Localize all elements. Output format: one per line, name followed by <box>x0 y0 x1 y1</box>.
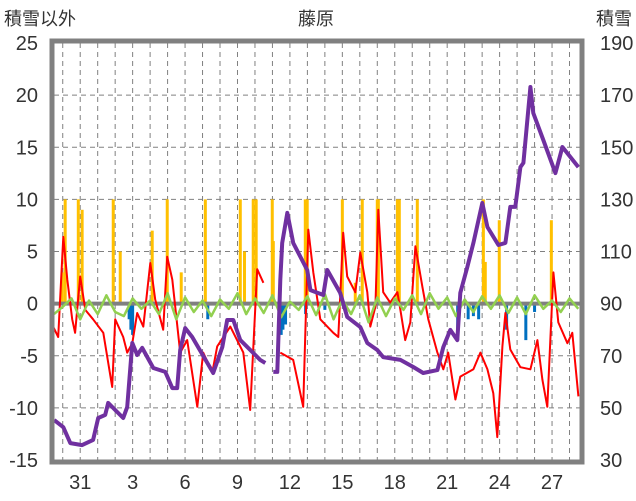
left-tick-label: -10 <box>9 398 38 420</box>
precip-bar <box>251 199 255 304</box>
precip-bar <box>271 241 275 304</box>
gridlines <box>54 43 580 460</box>
right-tick-label: 170 <box>600 85 633 107</box>
precip-bar <box>111 199 115 304</box>
left-tick-label: 20 <box>16 85 38 107</box>
right-tick-label: 190 <box>600 33 633 55</box>
precip-bar <box>203 199 207 304</box>
snow_decrease-bar <box>129 303 133 330</box>
right-tick-label: 130 <box>600 189 633 211</box>
precip-bar <box>242 251 246 304</box>
precip-bar <box>376 199 380 304</box>
right-tick-label: 110 <box>600 242 632 264</box>
snow_decrease-bar <box>131 303 135 335</box>
precip-bar <box>303 199 307 304</box>
precip-bar <box>165 199 169 304</box>
snow_decrease-bar <box>533 303 537 312</box>
right-tick-label: 50 <box>600 398 622 420</box>
temperature-line <box>52 235 265 411</box>
precip-bar <box>76 199 80 304</box>
left-tick-label: -5 <box>20 346 38 368</box>
right-axis-title: 積雪 <box>596 9 632 30</box>
snow_decrease-bar <box>284 303 288 325</box>
left-tick-label: 10 <box>16 189 38 211</box>
snow_decrease-bar <box>323 303 327 310</box>
lines <box>52 208 580 439</box>
x-tick-label: 18 <box>384 472 406 494</box>
precip-bar <box>238 199 242 304</box>
left-tick-label: 5 <box>27 242 38 264</box>
snow_decrease-bar <box>466 303 470 320</box>
precip-bar <box>150 230 154 304</box>
left-tick-label: -15 <box>9 450 38 472</box>
precip-bar <box>118 251 122 304</box>
precip-bar <box>360 199 364 304</box>
right-tick-label: 90 <box>600 294 622 316</box>
snow_decrease-bar <box>127 303 131 320</box>
precip-bar <box>395 199 399 304</box>
snow_decrease-bar <box>279 303 283 335</box>
x-tick-label: 9 <box>232 472 243 494</box>
snow_decrease-bar <box>524 303 528 341</box>
precip-bar <box>397 199 401 304</box>
x-tick-label: 12 <box>279 472 301 494</box>
axes: -15 30 -10 50 -5 70 0 90 5 110 10 130 15 150 20 170 25 19… <box>9 33 633 494</box>
left-axis-title: 積雪以外 <box>4 9 76 30</box>
precip-bar <box>483 261 487 304</box>
precip-bar <box>179 272 183 304</box>
x-tick-label: 3 <box>127 472 138 494</box>
x-tick-label: 24 <box>488 472 510 494</box>
right-tick-label: 150 <box>600 137 633 159</box>
plot-frame <box>49 38 585 465</box>
precip-bar <box>353 282 357 304</box>
x-tick-label: 31 <box>69 472 91 494</box>
left-tick-label: 15 <box>16 137 38 159</box>
precip-bar <box>80 209 84 304</box>
left-tick-label: 25 <box>16 33 38 55</box>
x-tick-label: 21 <box>436 472 458 494</box>
other-line <box>53 291 580 324</box>
right-tick-label: 30 <box>600 450 622 472</box>
precip-bar <box>481 199 485 304</box>
right-tick-label: 70 <box>600 346 622 368</box>
x-tick-label: 15 <box>331 472 353 494</box>
chart-title: 藤原 <box>298 9 334 30</box>
precip-bar <box>60 272 64 304</box>
precip-bar <box>497 220 501 304</box>
precip-bar <box>254 199 258 304</box>
snow_depth-line <box>52 318 267 448</box>
precip-bar <box>549 220 553 304</box>
x-tick-label: 6 <box>180 472 191 494</box>
x-tick-label: 27 <box>541 472 563 494</box>
snow_decrease-bar <box>477 303 481 320</box>
left-tick-label: 0 <box>27 294 38 316</box>
snow_depth-line <box>273 85 580 375</box>
